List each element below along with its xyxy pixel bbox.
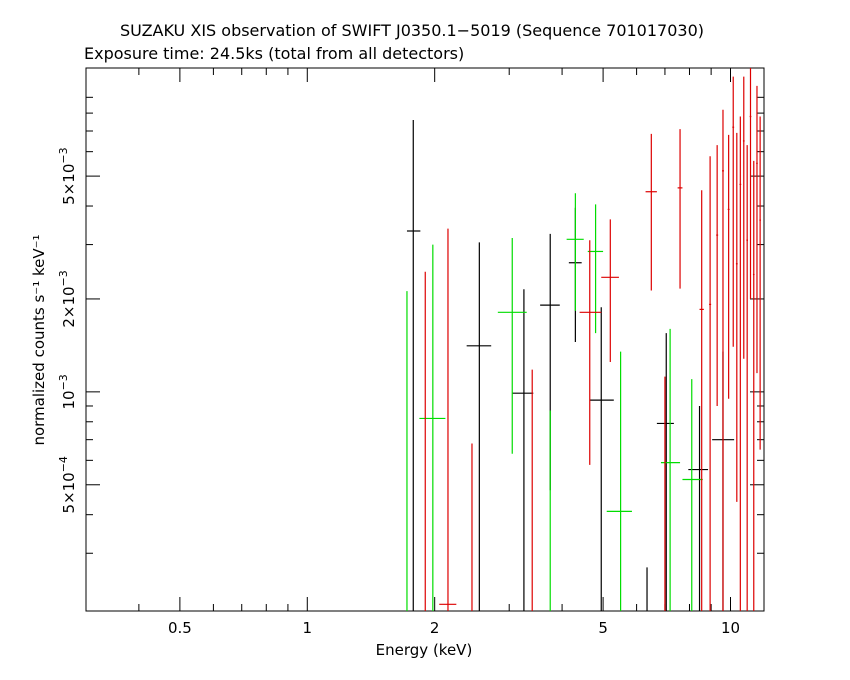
data-point (727, 134, 730, 399)
data-point (752, 160, 755, 611)
y-tick-mantissa: 2×10 (60, 286, 78, 327)
data-point (682, 379, 703, 611)
data-point (645, 133, 657, 291)
y-tick-label-text: 5×10−3 (57, 147, 78, 204)
series-1 (406, 193, 703, 611)
y-tick-label: 10−3 (57, 374, 78, 409)
y-tick-mantissa: 5×10 (60, 164, 78, 205)
series-0 (406, 119, 735, 611)
y-tick-label-text: 10−3 (57, 374, 78, 409)
data-marks (406, 68, 761, 611)
data-point (677, 129, 683, 289)
y-tick-label: 5×10−4 (57, 456, 78, 513)
data-point (722, 109, 724, 611)
chart-title: SUZAKU XIS observation of SWIFT J0350.1−… (120, 21, 704, 40)
data-point (759, 116, 761, 450)
data-point (709, 156, 712, 611)
y-tick-label: 2×10−3 (57, 270, 78, 327)
chart-subtitle: Exposure time: 24.5ks (total from all de… (84, 44, 465, 63)
data-point (739, 116, 742, 611)
data-point (579, 240, 602, 465)
x-tick-label: 10 (721, 619, 740, 637)
x-tick-label: 5 (598, 619, 608, 637)
y-axis-label: normalized counts s⁻¹ keV⁻¹ (30, 234, 48, 445)
y-tick-exponent: −3 (57, 147, 70, 163)
y-tick-label: 5×10−3 (57, 147, 78, 204)
data-point (589, 307, 614, 611)
y-tick-exponent: −3 (57, 270, 70, 286)
x-tick-label: 1 (303, 619, 313, 637)
data-point (735, 132, 738, 502)
data-point (439, 228, 457, 611)
data-point (746, 145, 749, 611)
y-tick-label-text: 5×10−4 (57, 456, 78, 513)
data-point (742, 76, 745, 359)
x-tick-label: 0.5 (168, 619, 192, 637)
x-tick-label: 2 (430, 619, 440, 637)
y-tick-mantissa: 10 (60, 390, 78, 409)
y-tick-label-text: 2×10−3 (57, 270, 78, 327)
data-point (716, 145, 719, 406)
y-tick-exponent: −3 (57, 374, 70, 390)
data-point (566, 193, 584, 311)
data-point (419, 244, 446, 611)
data-point (497, 238, 527, 454)
y-tick-mantissa: 5×10 (60, 472, 78, 513)
x-axis-label: Energy (keV) (376, 641, 473, 659)
data-point (756, 85, 758, 374)
data-point (466, 242, 492, 611)
data-point (749, 68, 752, 299)
data-point (699, 190, 704, 611)
y-tick-exponent: −4 (57, 456, 70, 472)
data-point (601, 219, 619, 362)
series-2 (424, 68, 761, 611)
data-point (606, 351, 632, 611)
data-point (512, 289, 534, 611)
data-point (406, 119, 421, 611)
data-point (660, 328, 681, 611)
tick-labels: 0.5 1 2 5 105×10−410−32×10−35×10−3 (57, 147, 740, 637)
data-point (732, 76, 735, 347)
